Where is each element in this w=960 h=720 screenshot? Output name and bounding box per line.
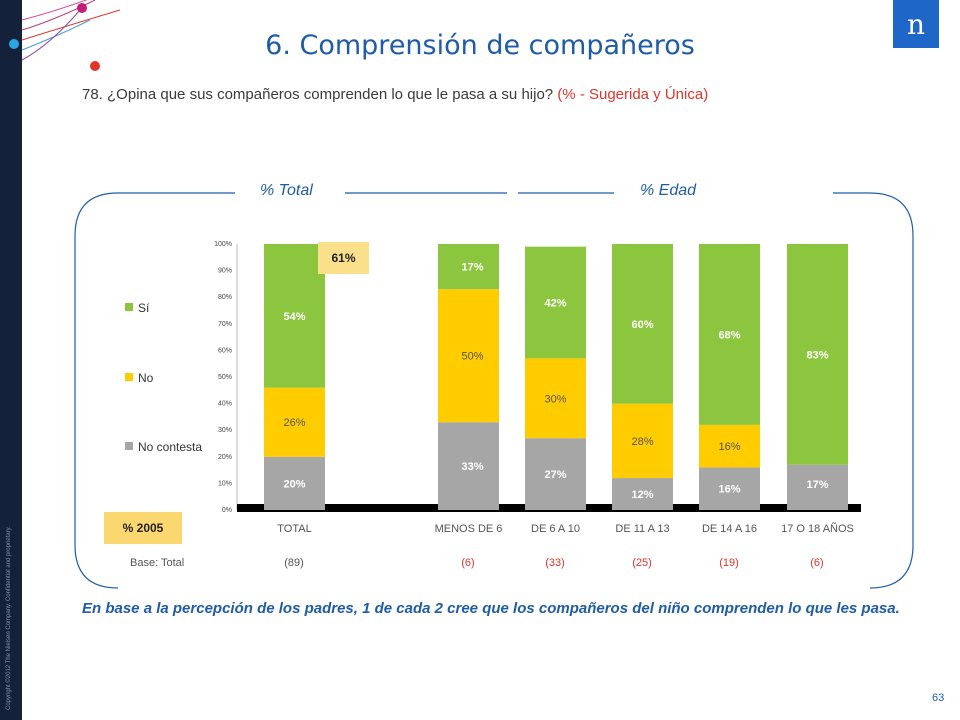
bar-data-label: 30% xyxy=(544,393,566,405)
y-tick-label: 70% xyxy=(218,321,232,328)
bar-data-label: 17% xyxy=(461,262,483,274)
y-tick-label: 60% xyxy=(218,347,232,354)
decor-dot xyxy=(77,3,87,13)
bar-data-label: 28% xyxy=(631,436,653,448)
bar-segment-si xyxy=(264,244,325,388)
bar-segment-no-contesta xyxy=(699,467,760,510)
bar-data-label: 27% xyxy=(544,469,566,481)
bar-data-label: 60% xyxy=(631,319,653,331)
bar-segment-no-contesta xyxy=(525,438,586,510)
bar-segment-no xyxy=(699,424,760,468)
bar-segment-no xyxy=(438,289,499,423)
x-tick-label: DE 6 A 10 xyxy=(531,523,580,535)
question-text: 78. ¿Opina que sus compañeros comprenden… xyxy=(82,86,554,103)
bar-segment-no-contesta xyxy=(787,464,848,510)
year-2005-badge: % 2005 xyxy=(104,512,182,544)
legend-label: No contesta xyxy=(138,440,203,454)
legend-swatch-no xyxy=(125,373,133,381)
x-tick-label: DE 11 A 13 xyxy=(615,523,669,535)
base-label: Base: Total xyxy=(130,557,185,569)
x-tick-label: TOTAL xyxy=(277,523,311,535)
bar-data-label: 26% xyxy=(283,417,305,429)
bar-segment-no xyxy=(612,403,673,479)
page-number: 63 xyxy=(932,692,945,704)
base-value-17-o-18: (6) xyxy=(810,557,824,569)
section-label-total: % Total xyxy=(260,182,313,199)
decorative-lines xyxy=(9,0,120,71)
legend-label: Sí xyxy=(138,301,150,315)
conclusion-text: En base a la percepción de los padres, 1… xyxy=(82,600,900,617)
bar-data-label: 17% xyxy=(806,479,828,491)
base-value-11-a-13: (25) xyxy=(632,557,652,569)
bar-data-label: 50% xyxy=(461,351,483,363)
legend-label: No xyxy=(138,371,154,385)
legend-item-si: Sí xyxy=(125,301,149,315)
section-label-edad: % Edad xyxy=(640,182,697,199)
y-tick-label: 10% xyxy=(218,480,232,487)
bar-data-label: 16% xyxy=(718,484,740,496)
bar-segment-no-contesta xyxy=(264,456,325,510)
legend-swatch-si xyxy=(125,303,133,311)
decor-dot xyxy=(9,39,19,49)
x-tick-label: 17 O 18 AÑOS xyxy=(781,522,854,535)
page-title: 6. Comprensión de compañeros xyxy=(265,30,695,61)
y-tick-label: 40% xyxy=(218,401,232,408)
page-subtitle: 78. ¿Opina que sus compañeros comprenden… xyxy=(82,86,708,103)
y-tick-label: 90% xyxy=(218,268,232,275)
bar-data-label: 33% xyxy=(461,461,483,473)
bar-segment-no-contesta xyxy=(438,422,499,510)
bar-data-label: 12% xyxy=(631,489,653,501)
left-sidebar-strip xyxy=(0,0,22,720)
value-2005-badge: 61% xyxy=(318,242,369,274)
bar-segment-si xyxy=(787,244,848,465)
decor-dot xyxy=(90,61,100,71)
base-value-14-a-16: (19) xyxy=(719,557,739,569)
bar-data-label: 20% xyxy=(283,478,305,490)
bar-data-label: 83% xyxy=(806,349,828,361)
bar-data-label: 54% xyxy=(283,311,305,323)
bar-segment-no xyxy=(525,358,586,439)
y-tick-label: 80% xyxy=(218,294,232,301)
bar-segment-si xyxy=(438,244,499,290)
y-tick-label: 30% xyxy=(218,427,232,434)
legend-item-no-contesta: No contesta xyxy=(125,440,202,454)
bar-segment-si xyxy=(525,246,586,359)
bar-data-label: 16% xyxy=(718,441,740,453)
y-tick-label: 100% xyxy=(214,241,232,248)
bar-data-label: 42% xyxy=(544,298,566,310)
base-value-total: (89) xyxy=(284,557,304,569)
question-note: (% - Sugerida y Única) xyxy=(557,86,709,103)
bar-data-label: 68% xyxy=(718,329,740,341)
legend-swatch-no-contesta xyxy=(125,442,133,450)
bar-segment-si xyxy=(612,244,673,404)
y-tick-label: 0% xyxy=(222,507,232,514)
bar-segment-si xyxy=(699,244,760,425)
base-value-menos-de-6: (6) xyxy=(461,557,475,569)
nielsen-logo: n xyxy=(893,0,939,48)
bar-segment-no xyxy=(264,387,325,457)
x-tick-label: MENOS DE 6 xyxy=(435,523,503,535)
x-tick-label: DE 14 A 16 xyxy=(702,523,757,535)
bar-segment-no-contesta xyxy=(612,478,673,510)
base-value-6-a-10: (33) xyxy=(545,557,565,569)
y-tick-label: 50% xyxy=(218,374,232,381)
legend-item-no: No xyxy=(125,371,153,385)
y-tick-label: 20% xyxy=(218,454,232,461)
